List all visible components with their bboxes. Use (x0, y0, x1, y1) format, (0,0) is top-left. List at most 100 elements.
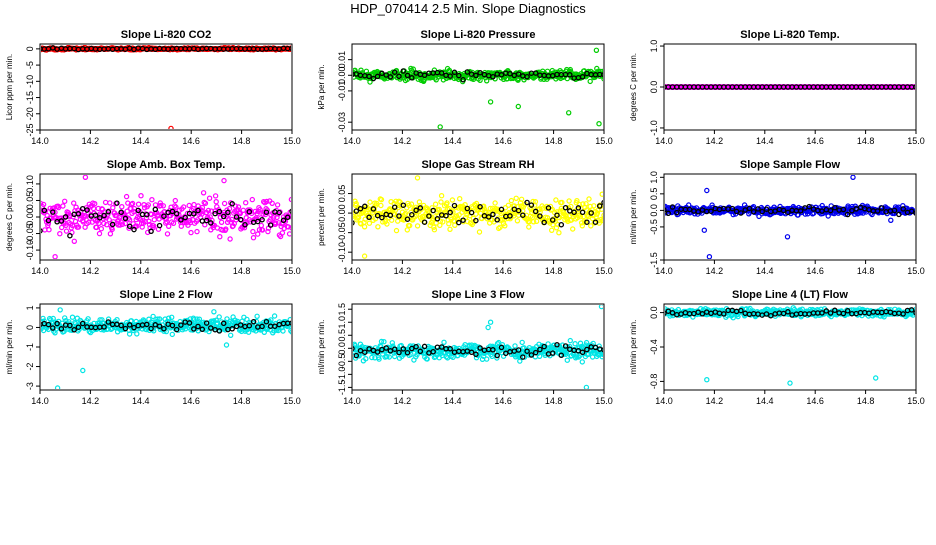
data-point (119, 203, 125, 210)
reference-point (387, 212, 394, 219)
x-tick-label: 14.2 (706, 266, 724, 276)
x-tick-label: 15.0 (595, 266, 613, 276)
reference-point (674, 209, 680, 216)
reference-point (468, 349, 475, 356)
reference-point (913, 310, 915, 316)
reference-point (135, 207, 141, 214)
outlier-point (850, 175, 856, 180)
data-point (196, 316, 203, 322)
data-point (259, 227, 266, 233)
reference-point (246, 322, 253, 329)
chart-panel-8: Slope Line 3 Flow 14.0 14.2 14.4 14.6 14.8 15.… (317, 289, 613, 406)
reference-point (879, 205, 885, 211)
x-tick-label: 14.4 (132, 136, 150, 146)
reference-point (203, 217, 210, 224)
reference-point (665, 310, 667, 316)
data-point (98, 225, 105, 232)
reference-point (67, 232, 73, 239)
data-point (216, 314, 222, 320)
reference-point (229, 326, 235, 332)
data-point (553, 197, 559, 203)
reference-point (139, 211, 146, 218)
data-points (665, 175, 915, 259)
x-tick-label: 14.6 (182, 396, 200, 406)
data-point (554, 209, 560, 215)
x-tick-label: 14.2 (394, 136, 412, 146)
reference-point (746, 205, 753, 212)
y-tick-label: 0.05 (25, 192, 35, 210)
reference-point (374, 349, 381, 355)
data-point (158, 202, 164, 209)
reference-point (498, 206, 505, 213)
outlier-point (168, 125, 174, 129)
reference-point (114, 321, 120, 328)
x-tick-label: 14.8 (857, 136, 875, 146)
data-point (432, 201, 439, 207)
x-tick-label: 14.8 (545, 396, 563, 406)
panel-title: Slope Sample Flow (740, 159, 841, 171)
reference-point (669, 204, 676, 210)
reference-point (191, 326, 197, 332)
data-point (456, 212, 462, 218)
data-point (82, 213, 89, 219)
reference-point (665, 207, 667, 213)
data-point (286, 231, 291, 237)
reference-point (421, 343, 428, 350)
data-point (91, 200, 98, 207)
data-point (138, 192, 144, 199)
data-point (518, 196, 525, 202)
reference-point (101, 212, 107, 219)
data-point (476, 229, 483, 235)
data-points (41, 175, 291, 259)
data-point (146, 218, 152, 224)
reference-point (451, 202, 458, 209)
data-point (366, 220, 373, 226)
data-point (140, 218, 146, 224)
data-point (567, 337, 574, 344)
panel-title: Slope Line 4 (LT) Flow (732, 289, 848, 301)
reference-point (387, 74, 394, 80)
data-point (457, 195, 463, 202)
data-point (70, 200, 77, 206)
data-point (438, 192, 445, 199)
reference-point (122, 215, 129, 222)
reference-point (421, 72, 428, 79)
data-point (594, 210, 601, 216)
reference-point (490, 211, 496, 218)
data-point (211, 222, 218, 229)
reference-point (763, 206, 770, 212)
y-tick-label: -0.01 (337, 81, 347, 102)
y-tick-label: 0.0 (649, 81, 659, 94)
data-point (227, 332, 234, 338)
y-tick-label: 0.5 (649, 188, 659, 201)
reference-point (853, 206, 859, 212)
reference-point (494, 217, 500, 223)
data-point (489, 353, 495, 360)
reference-point (79, 320, 86, 327)
reference-point (413, 207, 419, 214)
y-tick-label: 0.0 (649, 204, 659, 217)
data-point (61, 198, 68, 204)
data-point (41, 315, 46, 322)
reference-point (584, 219, 590, 225)
reference-point (456, 219, 462, 226)
x-tick-label: 14.4 (444, 266, 462, 276)
reference-point (494, 352, 500, 359)
chart-panel-1: Slope Li-820 CO2 14.0 14.2 14.4 14.6 14.8 15.0… (5, 29, 301, 146)
data-point (151, 216, 157, 223)
reference-point (485, 214, 492, 220)
data-point (250, 228, 256, 235)
data-point (556, 229, 562, 236)
reference-point (105, 319, 112, 325)
x-tick-label: 14.8 (545, 266, 563, 276)
data-point (473, 200, 480, 207)
y-tick-label: -25 (25, 123, 35, 136)
reference-point (148, 325, 154, 332)
reference-point (169, 208, 176, 215)
reference-point (515, 71, 522, 77)
outlier-point (211, 309, 217, 315)
x-tick-label: 14.2 (82, 136, 100, 146)
y-axis-label: ml/min per min. (317, 320, 326, 375)
data-point (436, 206, 442, 213)
